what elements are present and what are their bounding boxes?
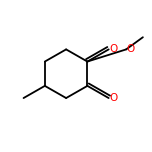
- Text: O: O: [109, 44, 117, 54]
- Text: O: O: [127, 44, 135, 54]
- Text: O: O: [109, 93, 117, 103]
